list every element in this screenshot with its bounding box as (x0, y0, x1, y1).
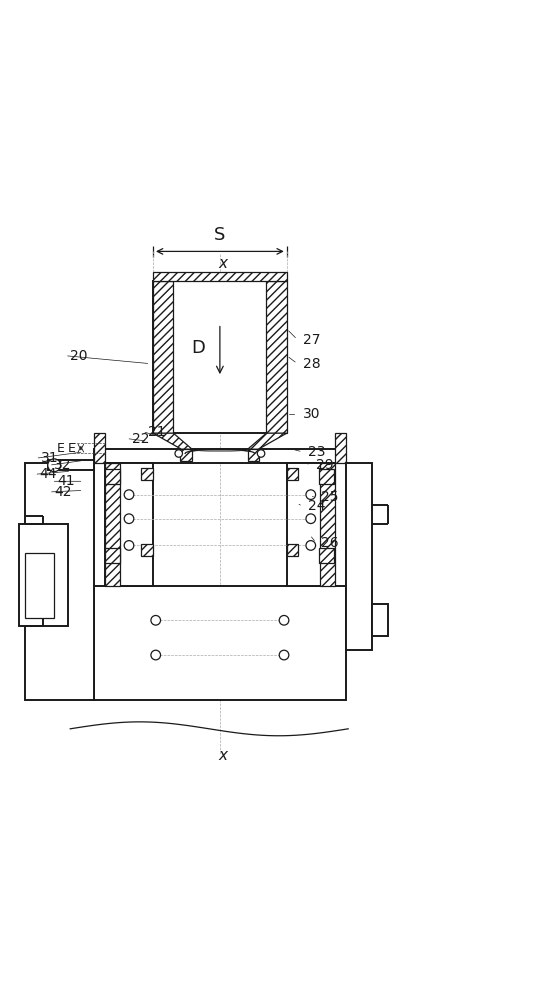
Bar (287, 468, 299, 480)
Bar (153, 281, 287, 433)
Bar (142, 468, 153, 480)
Circle shape (124, 490, 134, 499)
Bar (319, 469, 334, 484)
Circle shape (257, 450, 265, 457)
Circle shape (151, 650, 161, 660)
Bar (335, 433, 346, 463)
Polygon shape (153, 433, 192, 449)
Circle shape (306, 514, 316, 524)
Text: 22: 22 (132, 432, 149, 446)
Circle shape (48, 459, 61, 472)
Bar (94, 449, 346, 463)
Text: 26: 26 (322, 536, 339, 550)
Text: 23: 23 (308, 445, 325, 459)
Text: E: E (57, 442, 65, 455)
Text: D: D (191, 339, 205, 357)
Circle shape (124, 541, 134, 550)
Bar (248, 449, 259, 461)
Text: 42: 42 (54, 485, 72, 499)
Text: E: E (68, 442, 76, 455)
Bar (25, 463, 94, 700)
Bar (142, 544, 153, 556)
Bar (180, 449, 192, 461)
Circle shape (175, 450, 182, 457)
Text: 24: 24 (308, 499, 325, 513)
Bar (105, 463, 120, 586)
Text: x: x (218, 748, 227, 763)
Circle shape (306, 541, 316, 550)
Text: 30: 30 (303, 407, 320, 421)
Bar (106, 548, 121, 563)
Bar (153, 272, 287, 281)
Bar (287, 544, 299, 556)
Bar (153, 281, 173, 433)
Text: 41: 41 (57, 474, 75, 488)
Bar (48, 460, 94, 470)
Text: 25: 25 (322, 490, 339, 504)
Bar (94, 586, 346, 700)
Bar (287, 463, 335, 586)
Circle shape (306, 490, 316, 499)
Bar (106, 469, 121, 484)
Text: S: S (214, 226, 226, 244)
Circle shape (151, 615, 161, 625)
Text: 21: 21 (148, 425, 165, 439)
Circle shape (124, 514, 134, 524)
Bar (94, 433, 105, 463)
Circle shape (279, 615, 289, 625)
Bar (319, 548, 334, 563)
Bar (19, 524, 68, 626)
Text: 31: 31 (41, 451, 58, 465)
Text: 32: 32 (54, 458, 72, 472)
Text: 27: 27 (303, 333, 320, 347)
Circle shape (279, 650, 289, 660)
Text: 44: 44 (40, 467, 57, 481)
Bar (105, 463, 153, 586)
Bar (320, 463, 335, 586)
Bar (266, 281, 287, 433)
Bar (346, 463, 372, 650)
Text: 28: 28 (303, 357, 321, 371)
Text: x: x (218, 256, 227, 271)
Text: 20: 20 (70, 349, 88, 363)
Polygon shape (248, 433, 287, 449)
Bar (372, 604, 388, 636)
Bar (25, 553, 54, 618)
Text: 29: 29 (316, 458, 334, 472)
